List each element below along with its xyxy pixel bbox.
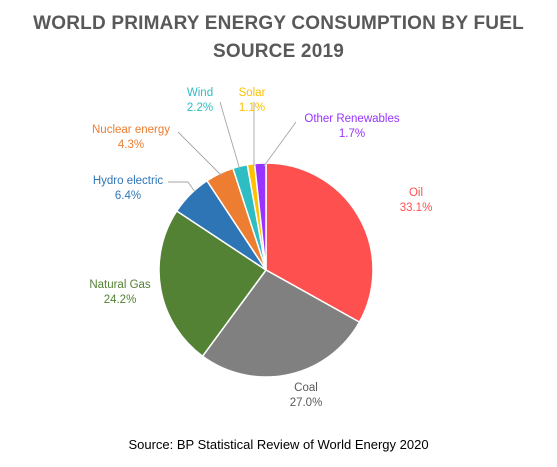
pie-slice-natural-gas <box>158 209 268 358</box>
slice-label-wind: Wind 2.2% <box>187 87 213 114</box>
slice-value: 1.1% <box>239 102 265 114</box>
slice-value: 33.1% <box>400 202 433 214</box>
slice-label-coal: Coal 27.0% <box>290 382 323 409</box>
slice-value: 6.4% <box>115 190 141 202</box>
slice-label-solar: Solar 1.1% <box>239 87 266 114</box>
chart-source-note: Source: BP Statistical Review of World E… <box>128 437 429 452</box>
leader-line-wind <box>219 101 241 171</box>
leader-line-other-renewables <box>263 121 297 167</box>
slice-value: 4.3% <box>118 139 144 151</box>
slice-value: 24.2% <box>104 294 137 306</box>
slice-name: Natural Gas <box>89 279 151 291</box>
slice-name: Nuclear energy <box>92 124 170 136</box>
chart-title-line-1: WORLD PRIMARY ENERGY CONSUMPTION BY FUEL <box>33 13 524 34</box>
slice-name: Solar <box>239 87 266 99</box>
slice-name: Coal <box>294 382 318 394</box>
leader-line-nuclear-energy <box>177 131 223 177</box>
slice-name: Hydro electric <box>93 175 164 187</box>
slice-label-other-renewables: Other Renewables 1.7% <box>304 113 399 140</box>
slice-name: Oil <box>409 187 423 199</box>
slice-value: 2.2% <box>187 102 213 114</box>
pie-slice-coal <box>201 269 361 378</box>
slice-value: 27.0% <box>290 397 323 409</box>
slice-name: Wind <box>187 87 213 99</box>
slice-label-hydro-electric: Hydro electric 6.4% <box>93 175 164 202</box>
chart-title: WORLD PRIMARY ENERGY CONSUMPTION BY FUEL… <box>0 10 557 66</box>
pie-slice-oil <box>265 162 374 324</box>
leader-line-hydro-electric <box>168 181 196 193</box>
slice-label-oil: Oil 33.1% <box>400 187 433 214</box>
slice-name: Other Renewables <box>304 113 399 125</box>
slice-label-nuclear-energy: Nuclear energy 4.3% <box>92 124 170 151</box>
chart-title-line-2: SOURCE 2019 <box>212 41 345 62</box>
slice-value: 1.7% <box>339 128 365 140</box>
slice-label-natural-gas: Natural Gas 24.2% <box>89 279 151 306</box>
